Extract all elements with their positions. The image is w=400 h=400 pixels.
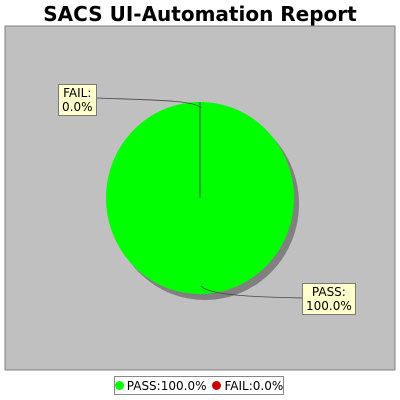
pie-slices <box>106 102 294 294</box>
fail-callout-name: FAIL: <box>63 86 92 100</box>
fail-callout-value: 0.0% <box>62 100 93 114</box>
pass-leader-line <box>200 285 303 299</box>
chart-legend: PASS:100.0% FAIL:0.0% <box>114 376 284 395</box>
legend-fail-label: FAIL:0.0% <box>224 378 284 393</box>
pass-callout: PASS: 100.0% <box>302 283 356 315</box>
fail-callout: FAIL: 0.0% <box>58 84 97 116</box>
pass-callout-name: PASS: <box>311 285 346 299</box>
legend-item-pass: PASS:100.0% <box>114 378 207 393</box>
legend-pass-dot-icon <box>114 381 124 390</box>
pass-callout-value: 100.0% <box>306 299 352 313</box>
fail-leader-line <box>95 97 202 109</box>
legend-pass-label: PASS:100.0% <box>126 378 207 393</box>
legend-fail-dot-icon <box>212 381 222 390</box>
chart-title: SACS UI-Automation Report <box>43 2 357 26</box>
legend-item-fail: FAIL:0.0% <box>212 379 283 393</box>
